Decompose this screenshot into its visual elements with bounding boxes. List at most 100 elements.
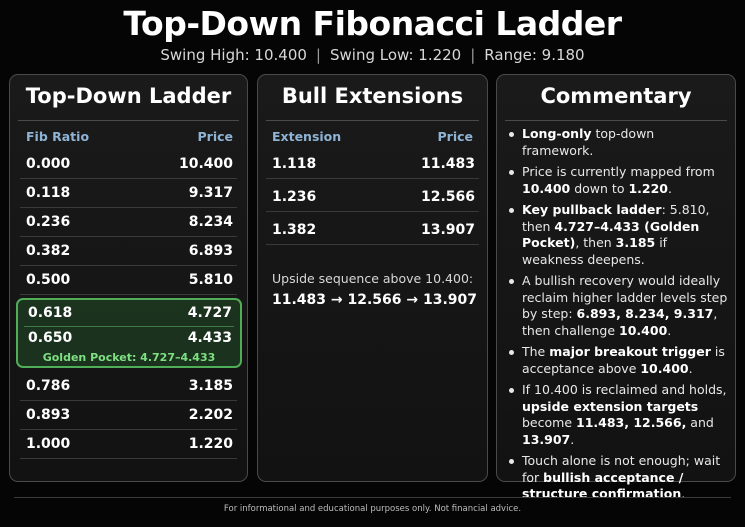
fib-ratio: 0.236 [26,214,71,230]
price: 3.185 [188,378,233,394]
upside-label: Upside sequence above 10.400: [272,271,474,286]
price: 11.483 [420,156,475,172]
fib-ratio: 0.650 [28,330,73,346]
ladder-row: 0.382 6.893 [20,238,237,266]
ladder-row: 0.618 4.727 [24,302,234,324]
fib-ratio: 0.382 [26,243,71,259]
price: 2.202 [188,407,233,423]
commentary-text: . [681,486,686,501]
commentary-emphasis: 10.400 [640,360,689,376]
commentary-emphasis: Long-only [522,126,592,141]
commentary-item: A bullish recovery would ideally reclaim… [507,273,729,339]
price: 4.727 [187,305,232,321]
commentary-item: Long-only top-down framework. [507,126,729,159]
commentary-text: , then [575,235,616,250]
commentary-emphasis: 3.185 [615,235,656,250]
commentary-panel: Commentary Long-only top-down framework.… [496,74,736,501]
fib-ratio-header: Fib Ratio [26,129,90,144]
commentary-emphasis: 11.483, 12.566, [576,415,687,430]
page-title: Top-Down Fibonacci Ladder [123,4,622,43]
commentary-item: Touch alone is not enough; wait for bull… [507,453,729,503]
swing-low: Swing Low: 1.220 [329,46,462,64]
commentary-emphasis: 10.400 [619,322,668,338]
ladder-row: 0.000 10.400 [20,151,237,179]
commentary-emphasis: major breakout trigger [549,344,711,359]
commentary-emphasis: 1.220 [628,180,668,196]
extension-row: 1.382 13.907 [266,217,479,245]
golden-pocket-box: 0.618 4.727 0.650 4.433 Golden Pocket: 4… [16,298,242,368]
price: 9.317 [188,185,233,201]
ladder-panel-title: Top-Down Ladder [25,84,232,108]
range: Range: 9.180 [484,46,585,64]
commentary-item: The major breakout trigger is acceptance… [507,344,729,377]
ladder-panel: Top-Down Ladder Fib Ratio Price 0.000 10… [9,74,248,482]
price: 6.893 [188,243,233,259]
commentary-emphasis: 4.727–4.433 (Golden Pocket) [522,218,700,251]
commentary-item: Price is currently mapped from 10.400 do… [507,164,729,197]
commentary-emphasis: Key pullback ladder [522,202,662,217]
commentary-emphasis: upside extension targets [522,398,699,414]
commentary-text: If 10.400 is reclaimed and holds, [522,382,727,397]
ladder-row: 0.786 3.185 [20,373,237,401]
extension-ratio: 1.118 [272,156,317,172]
divider [266,120,479,121]
extension-ratio: 1.236 [272,189,317,205]
price: 4.433 [187,330,232,346]
extension-row: 1.236 12.566 [266,184,479,212]
ladder-row: 0.118 9.317 [20,180,237,208]
commentary-item: Key pullback ladder: 5.810, then 4.727–4… [507,202,729,268]
commentary-text: down to [570,180,629,196]
commentary-text: is acceptance above [522,344,725,376]
extension-ratio: 1.382 [272,222,317,238]
extension-header: Extension [272,129,342,144]
commentary-text: . [668,180,672,196]
fib-ratio: 0.786 [26,378,71,394]
commentary-emphasis: 10.400 [522,180,571,196]
commentary-text: , then challenge [522,306,718,338]
commentary-text: A bullish recovery would ideally reclaim… [522,273,728,321]
divider [24,326,234,327]
commentary-list: Long-only top-down framework. Price is cu… [507,126,729,508]
disclaimer: For informational and educational purpos… [223,504,522,514]
fib-ratio: 0.618 [28,305,73,321]
commentary-text: become [522,415,576,430]
commentary-item: If 10.400 is reclaimed and holds, upside… [507,382,729,448]
ladder-row: 0.236 8.234 [20,209,237,237]
price: 10.400 [178,156,233,172]
commentary-text: The [522,344,550,359]
extensions-panel-title: Bull Extensions [281,84,464,108]
price: 1.220 [188,436,233,452]
price-header: Price [197,129,234,144]
divider [505,120,727,121]
upside-sequence: 11.483 → 12.566 → 13.907 [272,292,478,308]
price: 12.566 [420,189,475,205]
commentary-text: : 5.810, then [522,202,710,234]
swing-high: Swing High: 10.400 [160,46,307,64]
commentary-text: . [688,360,693,376]
price: 8.234 [188,214,233,230]
extensions-panel: Bull Extensions Extension Price 1.118 11… [257,74,488,482]
swing-summary: Swing High: 10.400 | Swing Low: 1.220 | Rang… [0,46,745,64]
golden-pocket-label: Golden Pocket: 4.727–4.433 [42,351,216,364]
separator: | [470,46,476,64]
commentary-text: . [570,431,575,447]
commentary-text: Touch alone is not enough; wait for [522,453,721,485]
commentary-text: and [686,415,714,430]
commentary-text: top-down framework. [522,126,655,158]
price-header: Price [437,129,474,144]
ladder-row: 0.650 4.433 [24,327,234,349]
commentary-emphasis: 6.893, 8.234, 9.317 [576,306,714,321]
fib-ratio: 0.118 [26,185,71,201]
ladder-row: 1.000 1.220 [20,431,237,459]
commentary-emphasis: 13.907 [522,431,571,447]
price: 13.907 [420,222,475,238]
price: 5.810 [188,272,233,288]
fib-ratio: 0.000 [26,156,71,172]
fib-ratio: 0.500 [26,272,71,288]
ladder-row: 0.893 2.202 [20,402,237,430]
fib-ratio: 1.000 [26,436,71,452]
ladder-row: 0.500 5.810 [20,267,237,295]
separator: | [315,46,321,64]
commentary-panel-title: Commentary [540,84,692,108]
commentary-text: if weakness deepens. [522,235,668,267]
